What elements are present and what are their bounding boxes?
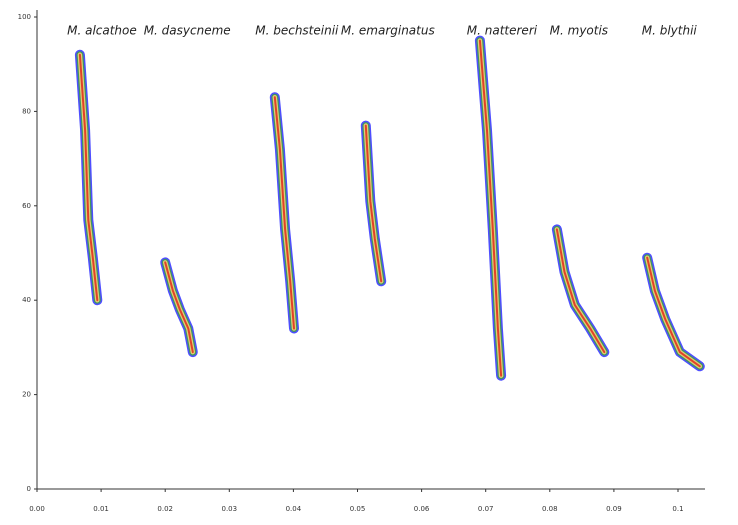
species-label: M. myotis — [550, 24, 608, 38]
y-tick-label: 20 — [22, 391, 31, 399]
x-tick-label: 0.03 — [222, 505, 238, 513]
y-tick-label: 60 — [22, 202, 31, 210]
x-tick-label: 0.04 — [286, 505, 302, 513]
call-trace — [642, 252, 705, 372]
x-tick-label: 0.05 — [350, 505, 366, 513]
y-tick-label: 100 — [18, 13, 31, 21]
y-tick-label: 80 — [22, 107, 31, 115]
x-tick-label: 0.08 — [542, 505, 558, 513]
call-trace — [273, 96, 295, 330]
y-tick-label: 40 — [22, 296, 31, 304]
call-trace — [555, 228, 606, 354]
call-trace — [478, 39, 503, 377]
x-tick-label: 0.06 — [414, 505, 430, 513]
species-label: M. alcathoe — [67, 24, 137, 38]
x-tick-label: 0.09 — [606, 505, 622, 513]
species-label: M. emarginatus — [341, 24, 435, 38]
x-tick-label: 0.02 — [157, 505, 173, 513]
species-label: M. nattereri — [467, 24, 538, 38]
x-tick-label: 0.07 — [478, 505, 494, 513]
x-tick-label: 0.01 — [93, 505, 109, 513]
call-trace — [646, 256, 701, 368]
call-trace — [364, 124, 383, 283]
call-trace — [78, 53, 99, 302]
y-tick-label: 0 — [27, 485, 31, 493]
species-label: M. blythii — [642, 24, 698, 38]
species-label: M. bechsteinii — [255, 24, 339, 38]
call-trace — [164, 261, 194, 354]
x-tick-label: 0.00 — [29, 505, 45, 513]
species-label: M. dasycneme — [144, 24, 231, 38]
x-tick-label: 0.1 — [672, 505, 683, 513]
